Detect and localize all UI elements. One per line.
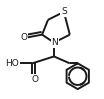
Text: S: S [61, 7, 67, 16]
Text: O: O [32, 75, 39, 84]
Text: N: N [52, 38, 58, 47]
Text: HO: HO [6, 59, 19, 68]
Text: O: O [20, 33, 27, 42]
